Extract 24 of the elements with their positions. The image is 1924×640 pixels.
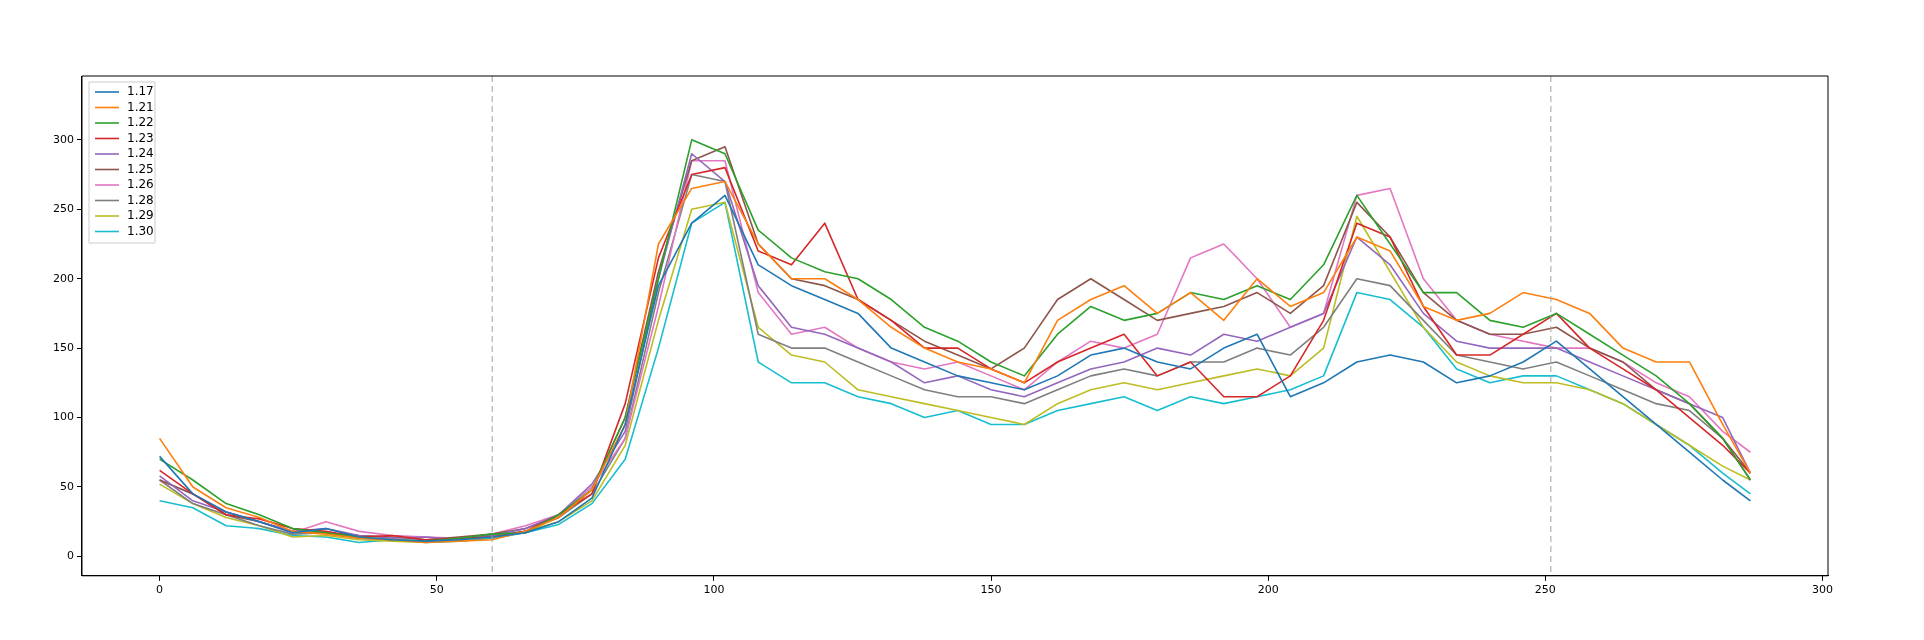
legend-label: 1.21 bbox=[127, 99, 154, 114]
y-tick-label: 100 bbox=[53, 410, 74, 424]
legend-label: 1.29 bbox=[127, 208, 154, 223]
x-tick-label: 250 bbox=[1534, 583, 1556, 597]
x-tick-label: 200 bbox=[1257, 583, 1279, 597]
x-tick-label: 50 bbox=[429, 583, 444, 597]
y-tick-label: 150 bbox=[53, 340, 74, 354]
legend-label: 1.22 bbox=[127, 115, 154, 130]
legend-label: 1.24 bbox=[127, 146, 154, 161]
legend-label: 1.26 bbox=[127, 177, 154, 192]
x-tick-label: 300 bbox=[1811, 583, 1833, 597]
y-tick-label: 200 bbox=[53, 271, 74, 285]
y-tick-label: 300 bbox=[53, 132, 74, 146]
x-tick-label: 100 bbox=[703, 583, 725, 597]
legend-label: 1.28 bbox=[127, 192, 154, 207]
y-tick-label: 50 bbox=[60, 479, 74, 493]
legend-label: 1.23 bbox=[127, 130, 154, 145]
legend-label: 1.30 bbox=[127, 223, 154, 238]
legend-label: 1.17 bbox=[127, 84, 154, 99]
y-tick-label: 0 bbox=[67, 549, 74, 563]
legend-label: 1.25 bbox=[127, 161, 154, 176]
y-tick-label: 250 bbox=[53, 202, 74, 216]
x-tick-label: 0 bbox=[156, 583, 164, 597]
x-tick-label: 150 bbox=[980, 583, 1002, 597]
